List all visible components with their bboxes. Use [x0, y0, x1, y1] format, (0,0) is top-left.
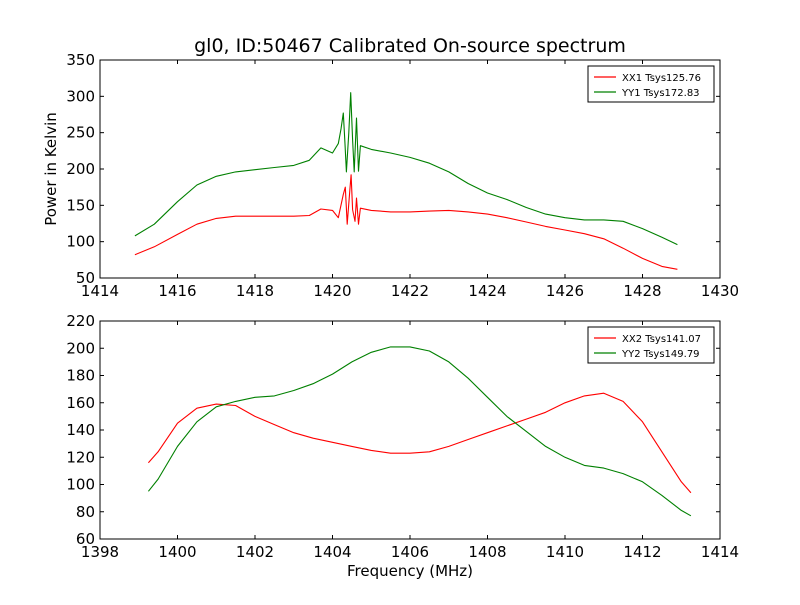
bottom-series-line-2: [147, 346, 692, 517]
bottom-plot-series: [147, 346, 692, 517]
top-series-line-1: [134, 174, 678, 270]
top-x-tick-label: 1430: [701, 282, 739, 300]
top-spectrum-plot: 1414 1416 1418 1420 1422 1424 1426 1428 1430 50 10…: [66, 51, 739, 300]
bottom-y-tick-label: 160: [66, 394, 95, 412]
y-axis-title: Power in Kelvin: [42, 112, 60, 226]
bottom-series-line-1: [147, 392, 692, 494]
bottom-y-tick-label: 200: [66, 339, 95, 357]
top-x-tick-label: 1426: [546, 282, 584, 300]
bottom-y-tick-label: 180: [66, 367, 95, 385]
bottom-x-tick-label: 1410: [546, 543, 584, 561]
top-y-tick-label: 100: [66, 233, 95, 251]
bottom-plot-legend: XX2 Tsys141.07 YY2 Tsys149.79: [587, 326, 715, 364]
bottom-y-tick-label: 60: [76, 530, 95, 548]
bottom-x-tick-label: 1400: [158, 543, 196, 561]
top-y-tick-label: 350: [66, 51, 95, 69]
bottom-x-tick-label: 1414: [701, 543, 739, 561]
top-x-tick-label: 1424: [468, 282, 506, 300]
bottom-legend-box: [587, 326, 715, 364]
figure-title: gl0, ID:50467 Calibrated On-source spect…: [194, 35, 626, 57]
top-legend-box: [587, 65, 715, 103]
bottom-y-tick-label: 220: [66, 312, 95, 330]
bottom-x-tick-label: 1398: [81, 543, 119, 561]
top-plot-series: [134, 92, 678, 270]
top-y-tick-label: 300: [66, 87, 95, 105]
bottom-x-tick-label: 1408: [468, 543, 506, 561]
top-x-tick-label: 1422: [391, 282, 429, 300]
bottom-legend-label: XX2 Tsys141.07: [622, 334, 701, 345]
top-y-tick-label: 150: [66, 196, 95, 214]
bottom-legend-label: YY2 Tsys149.79: [621, 349, 700, 360]
top-plot-ticks: 1414 1416 1418 1420 1422 1424 1426 1428 1430 50 10…: [66, 51, 739, 300]
top-y-tick-label: 200: [66, 160, 95, 178]
bottom-y-tick-label: 80: [76, 503, 95, 521]
bottom-plot-ticks: 1398 1400 1402 1404 1406 1408 1410 1412 1414 60 80…: [66, 312, 739, 561]
top-plot-legend: XX1 Tsys125.76 YY1 Tsys172.83: [587, 65, 715, 103]
top-x-tick-label: 1418: [236, 282, 274, 300]
bottom-x-tick-label: 1406: [391, 543, 429, 561]
bottom-y-tick-label: 140: [66, 421, 95, 439]
top-x-tick-label: 1416: [158, 282, 196, 300]
top-x-tick-label: 1420: [313, 282, 351, 300]
top-series-line-2: [134, 92, 678, 246]
bottom-x-tick-label: 1404: [313, 543, 351, 561]
bottom-y-tick-label: 100: [66, 476, 95, 494]
bottom-spectrum-plot: 1398 1400 1402 1404 1406 1408 1410 1412 1414 60 80…: [66, 312, 739, 561]
top-x-tick-label: 1428: [623, 282, 661, 300]
top-x-tick-label: 1414: [81, 282, 119, 300]
x-axis-title: Frequency (MHz): [347, 562, 473, 580]
bottom-y-tick-label: 120: [66, 448, 95, 466]
top-y-tick-label: 250: [66, 124, 95, 142]
bottom-x-tick-label: 1412: [623, 543, 661, 561]
bottom-x-tick-label: 1402: [236, 543, 274, 561]
top-y-tick-label: 50: [76, 269, 95, 287]
top-legend-label: XX1 Tsys125.76: [622, 73, 701, 84]
top-legend-label: YY1 Tsys172.83: [621, 88, 700, 99]
